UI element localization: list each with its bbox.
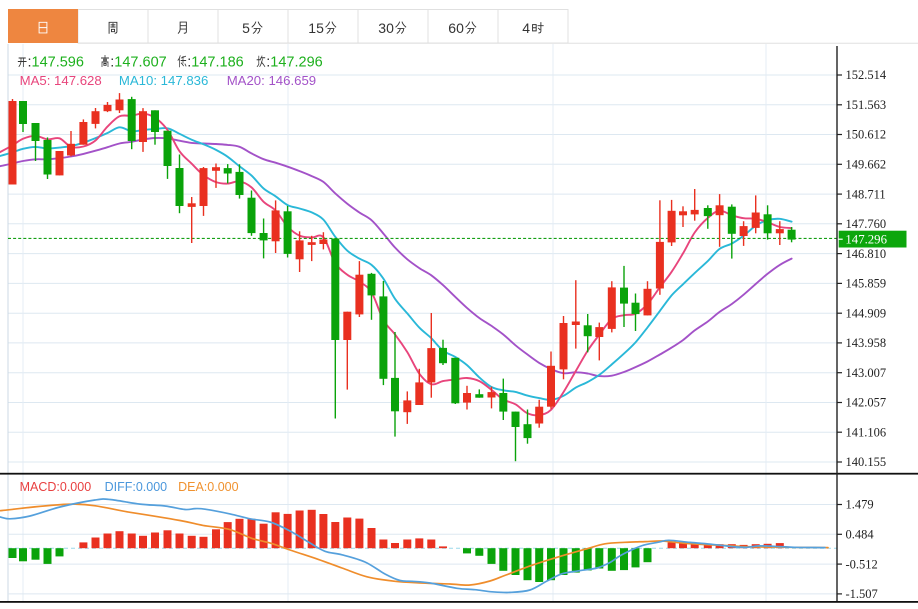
svg-text:MA20: 146.659: MA20: 146.659 xyxy=(227,73,316,88)
svg-text:147.186: 147.186 xyxy=(191,55,243,71)
svg-text::: : xyxy=(110,55,114,71)
svg-text:4: 4 xyxy=(522,20,530,36)
svg-text:MACD:0.000: MACD:0.000 xyxy=(20,480,92,494)
svg-text:-0.512: -0.512 xyxy=(846,557,878,571)
svg-text::: : xyxy=(187,55,191,71)
svg-text:60: 60 xyxy=(448,20,464,36)
svg-text:147.607: 147.607 xyxy=(114,55,166,71)
svg-text:141.106: 141.106 xyxy=(846,425,887,439)
svg-text:144.909: 144.909 xyxy=(846,306,887,320)
svg-text:147.596: 147.596 xyxy=(32,55,84,71)
svg-text:DIFF:0.000: DIFF:0.000 xyxy=(105,480,168,494)
svg-text:152.514: 152.514 xyxy=(846,68,887,82)
svg-text:142.057: 142.057 xyxy=(846,396,887,410)
svg-text:147.296: 147.296 xyxy=(270,55,322,71)
svg-text:143.007: 143.007 xyxy=(846,366,887,380)
svg-text:147.760: 147.760 xyxy=(846,217,887,231)
svg-text:-1.507: -1.507 xyxy=(846,587,878,601)
svg-text:148.711: 148.711 xyxy=(846,187,886,201)
svg-text:147.296: 147.296 xyxy=(845,233,887,247)
svg-text:5: 5 xyxy=(242,20,250,36)
svg-text:30: 30 xyxy=(378,20,394,36)
svg-text:MA10: 147.836: MA10: 147.836 xyxy=(119,73,208,88)
svg-text:150.612: 150.612 xyxy=(846,128,887,142)
svg-text:145.859: 145.859 xyxy=(846,277,887,291)
svg-text:140.155: 140.155 xyxy=(846,455,887,469)
svg-text:151.563: 151.563 xyxy=(846,98,887,112)
svg-text:DEA:0.000: DEA:0.000 xyxy=(178,480,239,494)
svg-text::: : xyxy=(266,55,270,71)
svg-text:143.958: 143.958 xyxy=(846,336,887,350)
svg-text:146.810: 146.810 xyxy=(846,247,887,261)
svg-text:0.484: 0.484 xyxy=(846,528,875,542)
svg-text::: : xyxy=(28,55,32,71)
svg-text:15: 15 xyxy=(308,20,324,36)
svg-text:1.479: 1.479 xyxy=(846,498,874,512)
svg-text:149.662: 149.662 xyxy=(846,158,887,172)
svg-text:MA5: 147.628: MA5: 147.628 xyxy=(20,73,102,88)
